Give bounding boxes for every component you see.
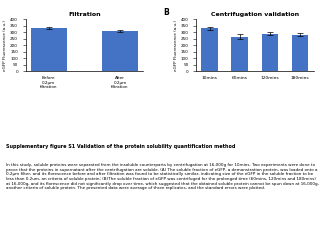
Title: Filtration: Filtration [68, 12, 101, 18]
Bar [201, 28, 218, 71]
Title: Centrifugation validation: Centrifugation validation [211, 12, 299, 18]
Text: Supplementary figure S1 Validation of the protein solubility quantification meth: Supplementary figure S1 Validation of th… [6, 144, 236, 149]
Text: B: B [163, 8, 169, 17]
Bar [231, 37, 248, 71]
Text: In this study, soluble proteins were separated from the insoluble counterparts b: In this study, soluble proteins were sep… [6, 163, 319, 190]
Y-axis label: eGFP Fluorescence (a.u.): eGFP Fluorescence (a.u.) [3, 20, 7, 71]
Y-axis label: eGFP Fluorescence (a.u.): eGFP Fluorescence (a.u.) [174, 20, 178, 71]
Bar [292, 35, 308, 71]
Bar [31, 28, 67, 71]
Bar [261, 34, 278, 71]
Bar [102, 31, 138, 71]
